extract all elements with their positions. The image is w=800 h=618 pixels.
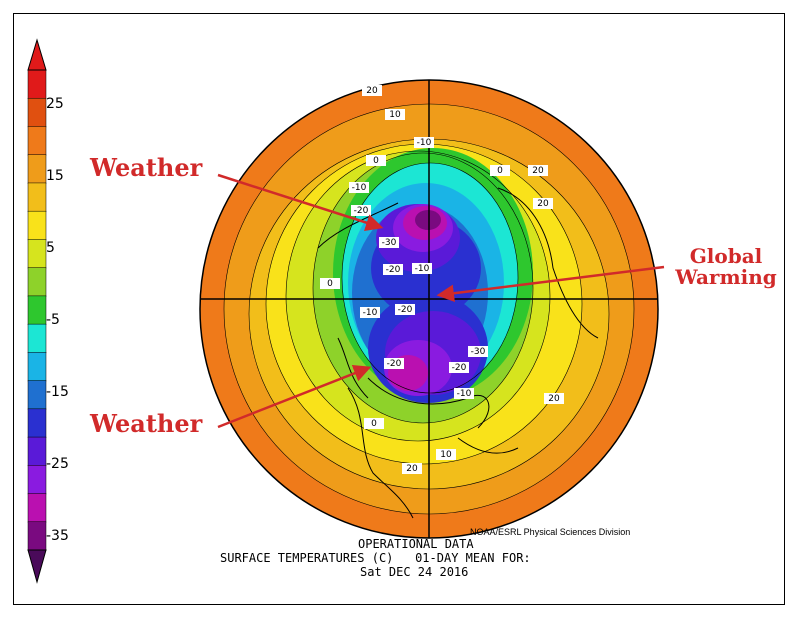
contour-label-bg [490,165,510,176]
contour-label-bg [436,449,456,460]
contour-label: 0 [327,279,333,289]
annotation-global-warming-line2: Warming [675,265,777,289]
contour-label: 20 [548,394,560,404]
polar-temperature-map: 20 10 0 -10 0 20 -10 20 -20 -30 -20 -10 0 -10 -20 -30 -2… [199,79,659,539]
scale-band [27,465,47,495]
annotation-global-warming-line1: Global [689,244,763,268]
contour-label: -10 [457,389,472,399]
scale-tick-label: -5 [46,312,60,328]
contour-label-bg [379,237,399,248]
scale-band [27,267,47,297]
contour-label-bg [395,304,415,315]
contour-label: -10 [352,183,367,193]
contour-label: -20 [452,363,467,373]
scale-band [27,154,47,184]
scale-band [27,521,47,551]
scale-band [27,323,47,354]
scale-band [27,408,47,438]
footer-line1: OPERATIONAL DATA [358,537,474,551]
contour-label: -30 [382,238,397,248]
annotation-global-warming: Global Warming [668,246,784,288]
contour-label-bg [383,264,403,275]
scale-top-arrow [27,38,47,71]
contour-label-bg [533,198,553,209]
contour-label: 20 [366,86,378,96]
scale-bottom-arrow [27,549,47,584]
contour-label-bg [528,165,548,176]
contour-label: -20 [354,206,369,216]
scale-tick-label: 5 [46,240,55,256]
contour-label: 0 [371,419,377,429]
footer-line2: SURFACE TEMPERATURES (C) 01-DAY MEAN FOR… [220,551,531,565]
contour-label: 10 [440,450,452,460]
contour-label-bg [468,346,488,357]
contour-label-bg [366,155,386,166]
scale-band [27,295,47,325]
scale-band [27,239,47,269]
scale-band [27,380,47,410]
contour-label: 20 [537,199,549,209]
contour-label-bg [384,358,404,369]
scale-tick-label: -35 [46,528,69,544]
contour-label-bg [544,393,564,404]
credit-text: NOAA/ESRL Physical Sciences Division [470,527,631,537]
scale-tick-label: -25 [46,456,69,472]
scale-band [27,97,47,128]
contour-label: -20 [387,359,402,369]
contour-label-bg [454,388,474,399]
scale-band [27,182,47,212]
scale-band [27,493,47,523]
contour-label: -30 [471,347,486,357]
scale-tick-label: 25 [46,96,64,112]
scale-tick-label: -15 [46,384,69,400]
scale-band [27,69,47,99]
scale-band [27,210,47,241]
contour-label: -20 [386,265,401,275]
contour-label-bg [362,85,382,96]
scale-tick-label: 15 [46,168,64,184]
annotation-weather-bottom: Weather [90,409,203,438]
contour-label: 0 [373,156,379,166]
contour-label: 0 [497,166,503,176]
contour-label: -10 [363,308,378,318]
color-scale [27,38,47,584]
contour-label-bg [360,307,380,318]
contour-label-bg [320,278,340,289]
contour-label: 20 [406,464,418,474]
scale-band [27,126,47,156]
contour-label-bg [385,109,405,120]
contour-label: 20 [532,166,544,176]
scale-band [27,436,47,467]
contour-label: -10 [417,138,432,148]
contour-label: -20 [398,305,413,315]
contour-label: -10 [415,264,430,274]
contour-label-bg [364,418,384,429]
contour-label-bg [414,137,434,148]
scale-band [27,352,47,382]
annotation-weather-top: Weather [90,153,203,182]
footer-line3: Sat DEC 24 2016 [360,565,469,579]
contour-label-bg [412,263,432,274]
contour-label: 10 [389,110,401,120]
contour-label-bg [449,362,469,373]
contour-label-bg [402,463,422,474]
